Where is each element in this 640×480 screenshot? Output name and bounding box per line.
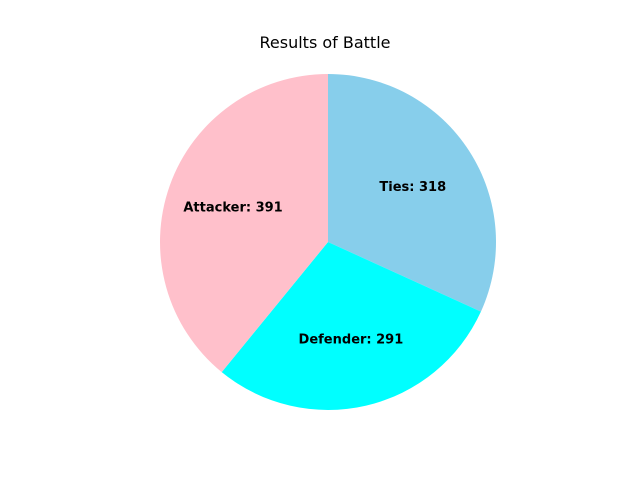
chart-title: Results of Battle	[259, 33, 391, 52]
pie-slice-ties	[328, 74, 496, 312]
slice-label-ties: Ties: 318	[379, 180, 446, 195]
pie-slice-defender	[221, 242, 481, 410]
pie-slice-attacker	[159, 74, 328, 373]
slice-label-attacker: Attacker: 391	[183, 201, 282, 216]
slice-label-defender: Defender: 291	[299, 333, 404, 348]
